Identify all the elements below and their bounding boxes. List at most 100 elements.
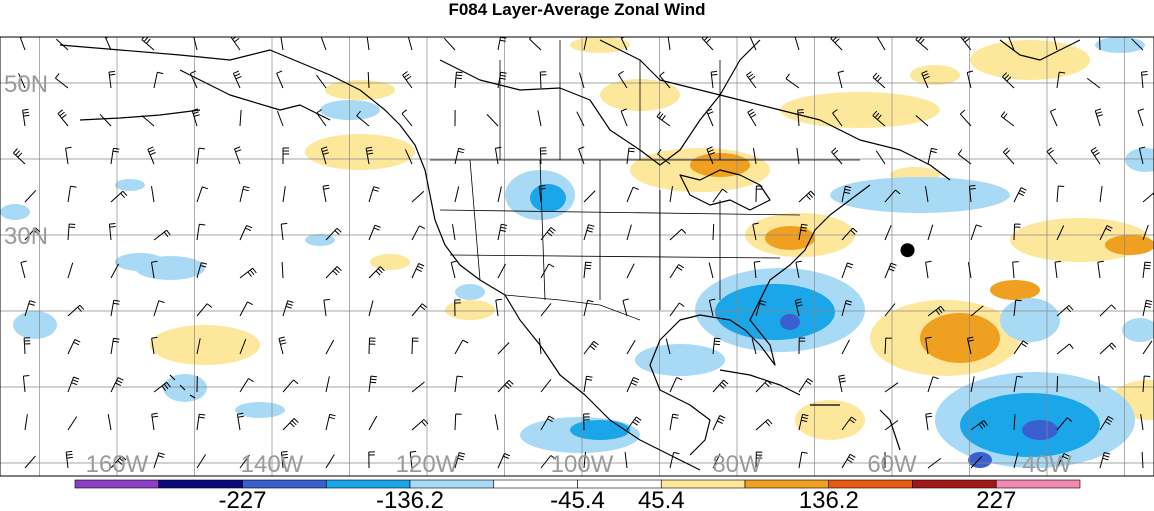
- map-title: F084 Layer-Average Zonal Wind: [448, 0, 706, 19]
- wind-barb: [325, 266, 342, 279]
- graticule: [0, 37, 1154, 476]
- wind-barb: [540, 379, 552, 393]
- wind-barb: [239, 224, 253, 241]
- wind-barb: [884, 262, 897, 279]
- wind-barb: [578, 146, 585, 165]
- wind-barb: [669, 376, 683, 393]
- shade-negative: [570, 420, 630, 440]
- wind-barb: [708, 262, 714, 279]
- wind-barb: [239, 378, 254, 393]
- wind-barb: [1140, 414, 1144, 431]
- wind-barb: [196, 413, 206, 431]
- wind-barb: [282, 147, 289, 164]
- wind-barb: [99, 113, 112, 127]
- wind-barb: [1053, 37, 1058, 51]
- wind-barb: [617, 70, 628, 89]
- wind-barb: [239, 454, 250, 469]
- wind-barb: [450, 260, 458, 279]
- colorbar-labels: -227 -136.2 -45.4 45.4 136.2 227: [218, 487, 1016, 511]
- wind-barb: [626, 376, 640, 393]
- wind-barb: [1056, 417, 1073, 431]
- wind-barb: [841, 453, 856, 469]
- wind-barb: [411, 263, 425, 279]
- political-borders: [430, 40, 860, 321]
- wind-barb: [884, 337, 892, 355]
- wind-barb: [325, 413, 336, 431]
- wind-barb: [755, 451, 763, 469]
- wind-barb: [196, 338, 201, 355]
- wind-barb: [497, 223, 508, 241]
- wind-barb: [1141, 71, 1148, 89]
- wind-barb: [108, 223, 116, 241]
- wind-barb: [24, 189, 37, 203]
- wind-barb: [540, 227, 556, 241]
- shade-negative: [235, 402, 285, 418]
- wind-barb: [278, 336, 287, 355]
- wind-barb: [320, 146, 329, 165]
- wind-barb: [925, 260, 932, 279]
- longitude-label: 140W: [241, 451, 304, 478]
- storm-center-marker: [900, 243, 915, 258]
- wind-barb: [1013, 187, 1027, 203]
- wind-barb: [411, 303, 428, 317]
- wind-barb: [798, 223, 808, 241]
- shade-positive: [305, 134, 415, 170]
- wind-barb: [368, 451, 375, 469]
- wind-barb: [443, 37, 456, 51]
- wind-barb: [838, 374, 846, 393]
- wind-barb: [368, 337, 376, 355]
- wind-barb: [454, 186, 460, 203]
- wind-barb: [325, 227, 342, 241]
- wind-barb: [151, 412, 159, 431]
- wind-barb: [529, 37, 542, 51]
- wind-barb: [540, 455, 556, 469]
- wind-barb: [710, 70, 718, 89]
- wind-barb: [1013, 452, 1019, 469]
- wind-barb: [755, 185, 763, 203]
- wind-barb: [798, 413, 809, 431]
- wind-barb: [967, 262, 972, 279]
- wind-barb: [583, 37, 588, 51]
- wind-barb: [1086, 78, 1101, 89]
- wind-barb: [626, 186, 639, 203]
- wind-barb: [583, 299, 594, 317]
- wind-barb: [1056, 453, 1070, 469]
- wind-barb: [872, 72, 886, 89]
- wind-barb: [239, 185, 250, 203]
- wind-barb: [837, 70, 845, 89]
- wind-barb: [1012, 261, 1019, 279]
- wind-barb: [657, 148, 671, 165]
- map-frame: [0, 36, 1154, 477]
- wind-barb: [798, 378, 814, 393]
- wind-barb: [1097, 260, 1104, 279]
- wind-barb: [626, 416, 642, 431]
- wind-barb: [785, 73, 800, 89]
- wind-barb: [1056, 375, 1059, 393]
- wind-barb: [576, 111, 585, 127]
- wind-barb: [620, 108, 628, 127]
- wind-barb: [798, 451, 808, 469]
- longitude-label: 120W: [396, 451, 459, 478]
- wind-barb: [454, 452, 466, 469]
- wind-barb: [110, 337, 120, 355]
- wind-barbs: [13, 37, 1154, 469]
- wind-barb: [970, 455, 983, 469]
- wind-barb: [368, 375, 377, 393]
- wind-barb: [196, 262, 208, 279]
- shade-negative: [1022, 420, 1058, 440]
- longitude-labels: 160W 140W 120W 100W 80W 60W 40W: [86, 451, 1072, 478]
- wind-barb: [968, 185, 976, 203]
- latitude-labels: 50N 30N: [4, 71, 48, 250]
- wind-barb: [497, 379, 514, 393]
- wind-barb: [540, 263, 555, 279]
- wind-barb: [626, 147, 635, 165]
- wind-barb: [701, 37, 714, 51]
- wind-barb: [280, 222, 288, 241]
- wind-barb: [1142, 340, 1153, 355]
- wind-barb: [755, 419, 773, 431]
- wind-barb: [239, 338, 247, 355]
- wind-barb: [755, 300, 767, 317]
- wind-barb: [282, 418, 299, 431]
- wind-barb: [970, 305, 984, 317]
